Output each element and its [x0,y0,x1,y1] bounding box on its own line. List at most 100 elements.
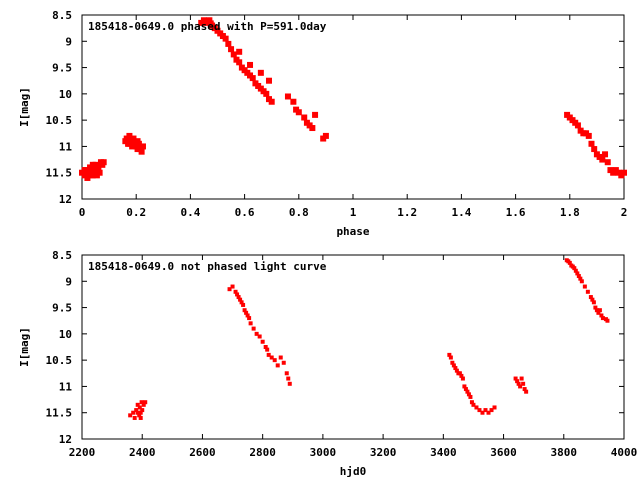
data-point [312,111,319,118]
plot-frame [81,254,625,440]
x-tick-label: 0.8 [289,206,309,219]
data-point [290,98,297,105]
x-tick-label: 0 [79,206,86,219]
x-tick-label: 3400 [430,446,457,459]
data-point [137,413,142,418]
data-point [486,410,491,415]
data-point [241,302,246,307]
data-point [284,93,291,100]
data-point [139,400,144,405]
data-point [263,345,268,349]
x-tick-label: 2200 [69,446,96,459]
data-point [235,292,240,297]
x-tick-label: 0.2 [126,206,146,219]
data-point [275,363,280,368]
data-point [89,172,96,179]
data-point [480,410,485,415]
data-point [138,415,143,420]
data-point [460,376,465,381]
data-point [131,410,136,415]
data-point [575,271,580,276]
data-point [132,415,137,420]
data-point [278,355,283,360]
data-point [141,402,146,407]
x-tick-label: 0.4 [180,206,200,219]
data-point [457,371,462,376]
x-tick-label: 3600 [490,446,517,459]
data-point [471,402,476,407]
data-point [263,90,270,97]
data-point [599,156,606,163]
data-point [588,140,595,147]
data-point [272,358,277,363]
data-point [251,326,256,331]
data-point [301,114,308,121]
data-point [257,334,262,339]
data-point [134,146,141,153]
data-point [516,381,521,386]
data-point [450,360,455,365]
x-tick-label: 1.2 [397,206,417,219]
data-point [287,381,292,386]
data-point [265,77,272,84]
data-point [233,289,238,294]
data-point [468,394,473,399]
y-tick-label: 11.5 [46,407,73,420]
x-tick-label: 4000 [611,446,638,459]
y-tick-label: 11.5 [46,167,73,180]
data-point [573,268,578,273]
data-point [513,376,518,381]
data-point [596,310,601,315]
y-tick-label: 9 [65,35,72,48]
data-point [230,284,235,289]
data-point [492,405,497,410]
data-point [463,387,468,392]
data-point [594,308,599,313]
data-point [453,366,458,371]
data-point [576,274,581,279]
y-axis-label: I[mag] [18,327,31,367]
data-point [579,279,584,284]
y-tick-label: 11 [59,140,73,153]
data-point [621,169,627,176]
data-point [239,300,244,305]
data-point [519,376,524,381]
x-tick-label: 0.6 [235,206,255,219]
y-tick-label: 8.5 [52,9,72,22]
data-point [451,363,456,368]
data-point [322,132,329,139]
data-point [572,266,577,271]
data-point [95,167,102,174]
data-point [465,389,470,394]
data-point [585,132,592,139]
data-point [228,46,235,53]
data-point [447,352,452,357]
x-axis-label: hjd0 [340,465,367,478]
data-point [135,402,140,407]
y-tick-label: 10 [59,328,72,341]
data-point [236,295,241,300]
data-point [597,308,602,313]
data-point [286,376,291,381]
data-point [309,125,316,132]
data-point [135,410,140,415]
data-point [521,381,526,386]
data-point [466,392,471,397]
y-tick-label: 9 [65,275,72,288]
data-point [143,400,148,405]
data-point [260,339,265,344]
data-point [138,410,143,415]
data-point [469,400,474,405]
data-point [84,169,91,176]
y-axis-label: I[mag] [18,87,31,127]
x-tick-label: 2600 [189,446,216,459]
x-tick-label: 2400 [129,446,156,459]
data-point [515,379,520,384]
x-tick-label: 2 [621,206,628,219]
data-point [578,276,583,281]
data-point [139,143,146,150]
data-point [230,51,237,58]
data-point [483,408,488,413]
data-point [462,384,467,389]
x-tick-label: 1.8 [560,206,580,219]
